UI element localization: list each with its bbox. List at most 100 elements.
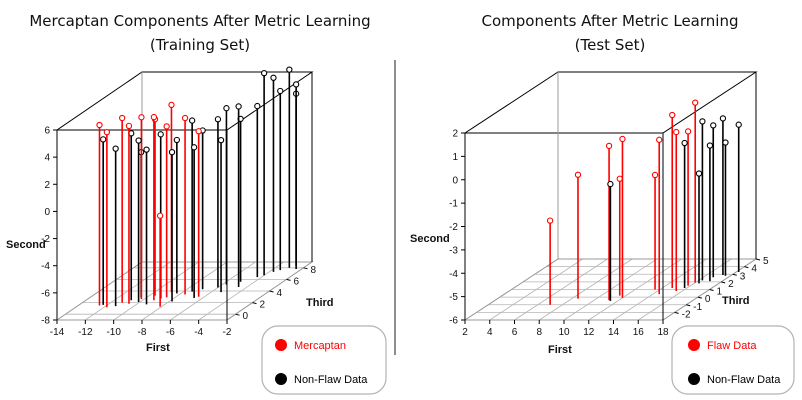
chart-title: Mercaptan Components After Metric Learni… [29, 12, 370, 30]
data-point [735, 121, 742, 128]
tick-label: -3 [449, 245, 458, 256]
tick-mark [303, 267, 308, 270]
data-point [214, 116, 222, 123]
data-point [143, 146, 150, 153]
data-point [605, 142, 613, 150]
second-axis-ticks: -6 -5 -4 -3 -2 -1 0 1 2 [449, 129, 465, 327]
axis-label-second: Second [410, 233, 450, 245]
data-point [619, 135, 626, 143]
tick-label: -8 [138, 327, 147, 338]
data-point [188, 117, 196, 124]
data-point [217, 137, 225, 144]
tick-label: 2 [44, 180, 50, 191]
test-set-chart: Components After Metric Learning (Test S… [410, 12, 795, 395]
chart-subtitle: (Training Set) [150, 36, 250, 54]
data-point [125, 122, 133, 130]
training-set-chart: Mercaptan Components After Metric Learni… [6, 12, 387, 395]
first-axis-ticks: -14 -12 -10 -8 -6 -4 -2 [50, 320, 232, 338]
data-point [616, 175, 623, 182]
tick-mark [286, 278, 291, 281]
data-point [156, 212, 164, 219]
data-point [651, 171, 659, 179]
data-point [546, 217, 554, 224]
tick-label: -6 [166, 327, 175, 338]
data-points [546, 99, 742, 305]
tick-mark [697, 296, 702, 299]
tick-label: -14 [50, 327, 65, 338]
tick-label: -5 [449, 292, 458, 303]
tick-label: 14 [608, 327, 620, 338]
data-point [168, 149, 176, 156]
data-point [695, 170, 703, 177]
legend-box [671, 325, 795, 395]
data-point [138, 114, 145, 121]
tick-label: 4 [44, 153, 50, 164]
tick-label: 6 [512, 327, 518, 338]
tick-label: -4 [449, 269, 458, 280]
tick-label: -12 [78, 327, 93, 338]
data-point [235, 103, 242, 110]
tick-mark [721, 281, 726, 284]
data-point [181, 114, 189, 122]
data-point [673, 128, 680, 136]
legend: Flaw Data Non-Flaw Data [671, 325, 795, 395]
tick-label: 0 [243, 311, 249, 322]
data-point [254, 102, 261, 110]
tick-label: 16 [633, 327, 645, 338]
tick-mark [674, 311, 679, 314]
axis-label-second: Second [6, 239, 46, 251]
tick-label: -2 [682, 309, 691, 320]
data-point [135, 137, 142, 144]
data-point [195, 128, 202, 135]
data-point [710, 122, 717, 129]
tick-label: 2 [728, 279, 734, 290]
tick-label: -2 [223, 327, 232, 338]
tick-label: -1 [693, 302, 702, 313]
tick-label: 0 [705, 294, 711, 305]
tick-label: 0 [452, 175, 458, 186]
tick-label: 4 [751, 264, 757, 275]
axis-label-first: First [146, 342, 170, 354]
data-point [150, 113, 158, 121]
data-point [574, 171, 582, 178]
tick-label: -4 [41, 261, 50, 272]
data-point [286, 66, 293, 73]
legend-label: Non-Flaw Data [707, 374, 781, 386]
data-point [157, 131, 164, 138]
tick-label: -2 [449, 222, 458, 233]
tick-label: -4 [194, 327, 203, 338]
tick-label: 2 [452, 129, 458, 140]
tick-label: -8 [41, 316, 50, 327]
tick-mark [755, 258, 761, 261]
data-point [190, 144, 198, 151]
tick-label: 2 [462, 327, 468, 338]
axis-label-third: Third [306, 297, 334, 309]
data-point [100, 136, 107, 143]
data-point [163, 123, 170, 130]
tick-label: 18 [657, 327, 669, 338]
legend-marker [275, 339, 287, 351]
axis-label-first: First [548, 344, 572, 356]
data-point [96, 121, 103, 129]
tick-label: 8 [311, 265, 317, 276]
tick-mark [732, 273, 737, 276]
legend-marker [688, 339, 700, 351]
data-point [277, 87, 284, 95]
tick-label: -6 [41, 288, 50, 299]
tick-mark [252, 302, 257, 305]
tick-mark [235, 313, 240, 316]
floor-grid [56, 261, 313, 321]
tick-label: 1 [717, 287, 723, 298]
second-axis-ticks: -8 -6 -4 -2 0 2 4 6 [41, 126, 57, 327]
tick-label: 8 [536, 327, 542, 338]
tick-label: 0 [44, 207, 50, 218]
data-point [706, 142, 714, 149]
tick-label: 6 [44, 126, 50, 137]
data-point [692, 99, 699, 106]
data-point [669, 111, 676, 119]
data-point [112, 145, 119, 152]
legend-marker [275, 373, 287, 385]
data-point [684, 128, 692, 135]
